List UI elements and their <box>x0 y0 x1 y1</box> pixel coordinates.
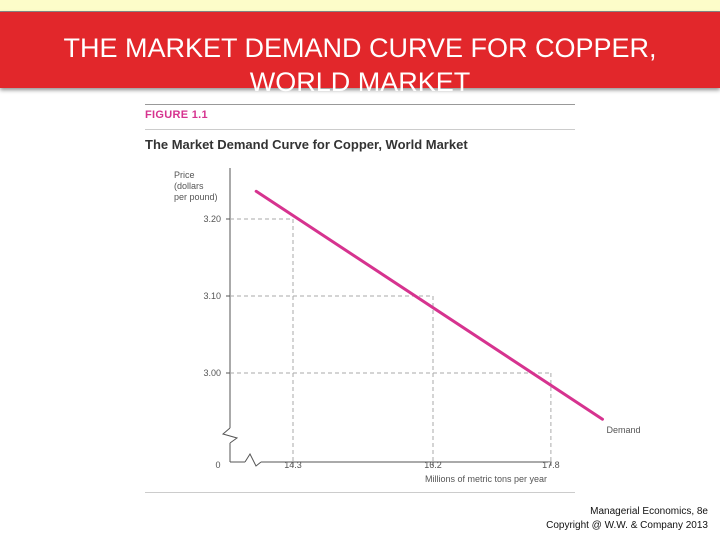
y-axis-label-line: Price <box>174 170 195 180</box>
chart-guides <box>230 218 552 462</box>
chart-series <box>254 189 604 421</box>
figure-label: FIGURE 1.1 <box>145 109 208 121</box>
slide-title-line2: WORLD MARKET <box>249 67 471 97</box>
figure-rule-bottom <box>145 492 575 493</box>
footer: Managerial Economics, 8e Copyright @ W.W… <box>546 505 708 533</box>
origin-label: 0 <box>215 460 220 470</box>
figure-title: The Market Demand Curve for Copper, Worl… <box>145 137 468 152</box>
x-tick-label: 16.2 <box>424 460 442 470</box>
y-tick-label: 3.20 <box>203 214 221 224</box>
x-axis-label: Millions of metric tons per year <box>425 474 547 484</box>
chart-ticks: 3.20 3.10 3.00 14.3 16.2 17.8 0 <box>203 214 559 470</box>
demand-curve-label: Demand <box>606 425 640 435</box>
footer-book: Managerial Economics, 8e <box>590 506 708 517</box>
y-tick-label: 3.00 <box>203 368 221 378</box>
y-axis-label-line: per pound) <box>174 192 218 202</box>
chart-axes <box>221 168 548 467</box>
title-banner: THE MARKET DEMAND CURVE FOR COPPER, WORL… <box>0 12 720 97</box>
y-axis-label-line: (dollars <box>174 181 204 191</box>
y-axis-break <box>221 427 239 444</box>
x-tick-label: 14.3 <box>284 460 302 470</box>
y-tick-label: 3.10 <box>203 291 221 301</box>
slide-title-line1: THE MARKET DEMAND CURVE FOR COPPER, <box>63 33 657 63</box>
figure-rule-mid <box>145 129 575 130</box>
figure-rule-top <box>145 104 575 105</box>
chart-labels: Demand Millions of metric tons per year <box>425 425 641 484</box>
top-strip <box>0 0 720 12</box>
slide-title: THE MARKET DEMAND CURVE FOR COPPER, WORL… <box>0 31 720 99</box>
x-tick-label: 17.8 <box>542 460 560 470</box>
x-axis-break <box>244 452 262 467</box>
footer-copyright: Copyright @ W.W. & Company 2013 <box>546 520 708 531</box>
demand-curve <box>254 189 604 421</box>
